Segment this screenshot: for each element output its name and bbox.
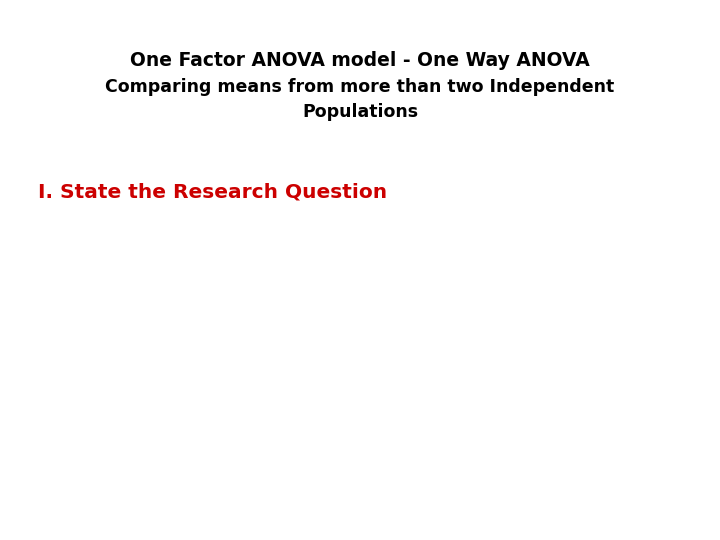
Text: One Factor ANOVA model - One Way ANOVA: One Factor ANOVA model - One Way ANOVA [130, 51, 590, 70]
Text: I. State the Research Question: I. State the Research Question [38, 183, 387, 201]
Text: Comparing means from more than two Independent: Comparing means from more than two Indep… [105, 78, 615, 96]
Text: Populations: Populations [302, 103, 418, 121]
